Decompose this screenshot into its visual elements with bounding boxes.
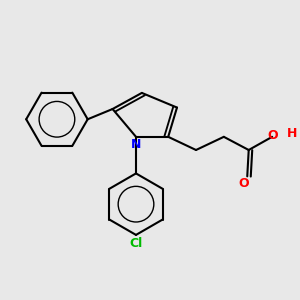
- Text: O: O: [267, 129, 278, 142]
- Text: Cl: Cl: [129, 237, 142, 250]
- Text: H: H: [287, 127, 297, 140]
- Text: O: O: [238, 177, 249, 190]
- Text: N: N: [131, 138, 141, 151]
